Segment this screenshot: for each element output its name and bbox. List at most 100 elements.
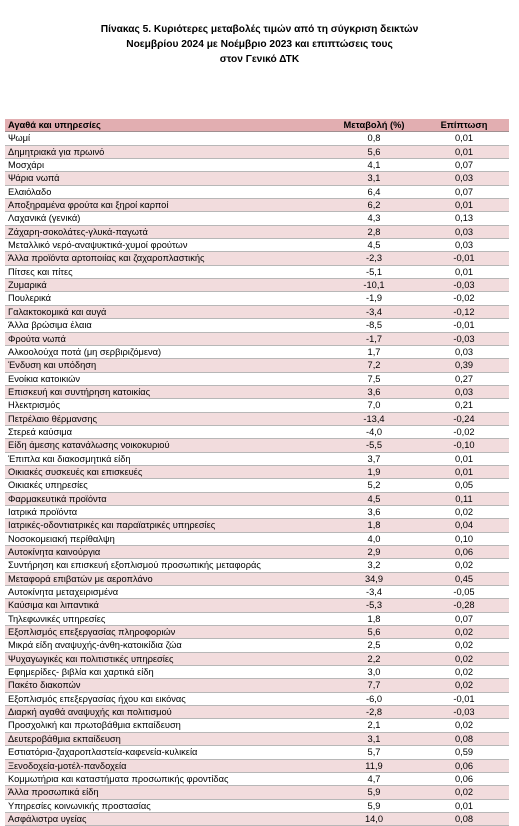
change-percent-cell: -3,4 bbox=[329, 585, 419, 600]
change-percent-cell: 4,3 bbox=[329, 211, 419, 226]
item-name-cell: Λαχανικά (γενικά) bbox=[5, 211, 329, 226]
change-percent-cell: 0,8 bbox=[329, 131, 419, 146]
impact-cell: -0,02 bbox=[419, 425, 509, 440]
impact-cell: 0,02 bbox=[419, 785, 509, 800]
item-name-cell: Ιατρικά προϊόντα bbox=[5, 505, 329, 520]
impact-cell: 0,02 bbox=[419, 505, 509, 520]
table-row: Διαρκή αγαθά αναψυχής και πολιτισμού -2,8… bbox=[5, 705, 509, 720]
impact-cell: 0,03 bbox=[419, 171, 509, 186]
change-percent-cell: 3,6 bbox=[329, 385, 419, 400]
change-percent-cell: 1,8 bbox=[329, 518, 419, 533]
impact-cell: 0,06 bbox=[419, 772, 509, 787]
table-row: Φρούτα νωπά -1,7 -0,03 bbox=[5, 332, 509, 346]
item-name-cell: Πετρέλαιο θέρμανσης bbox=[5, 412, 329, 426]
table-row: Ζάχαρη-σοκολάτες-γλυκά-παγωτά 2,8 0,03 bbox=[5, 225, 509, 240]
impact-cell: -0,03 bbox=[419, 332, 509, 346]
table-row: Υπηρεσίες κοινωνικής προστασίας 5,9 0,01 bbox=[5, 799, 509, 813]
table-row: Φαρμακευτικά προϊόντα 4,5 0,11 bbox=[5, 492, 509, 506]
item-name-cell: Ιατρικές-οδοντιατρικές και παραϊατρικές … bbox=[5, 518, 329, 533]
impact-cell: 0,02 bbox=[419, 558, 509, 573]
impact-cell: -0,24 bbox=[419, 412, 509, 426]
impact-cell: -0,28 bbox=[419, 598, 509, 613]
item-name-cell: Δευτεροβάθμια εκπαίδευση bbox=[5, 732, 329, 747]
item-name-cell: Έπιπλα και διακοσμητικά είδη bbox=[5, 452, 329, 466]
item-name-cell: Αποξηραμένα φρούτα και ξηροί καρποί bbox=[5, 198, 329, 213]
impact-cell: 0,02 bbox=[419, 718, 509, 733]
impact-cell: 0,21 bbox=[419, 398, 509, 413]
table-row: Ιατρικές-οδοντιατρικές και παραϊατρικές … bbox=[5, 518, 509, 533]
item-name-cell: Είδη άμεσης κατανάλωσης νοικοκυριού bbox=[5, 438, 329, 453]
change-percent-cell: 5,9 bbox=[329, 799, 419, 813]
table-row: Εξοπλισμός επεξεργασίας πληροφοριών 5,6 0,… bbox=[5, 625, 509, 640]
item-name-cell: Φαρμακευτικά προϊόντα bbox=[5, 492, 329, 506]
change-percent-cell: 5,9 bbox=[329, 785, 419, 800]
change-percent-cell: -5,1 bbox=[329, 265, 419, 280]
impact-cell: -0,03 bbox=[419, 278, 509, 293]
impact-cell: 0,27 bbox=[419, 372, 509, 386]
table-row: Συντήρηση και επισκευή εξοπλισμού προσωπ… bbox=[5, 558, 509, 573]
change-percent-cell: 6,4 bbox=[329, 185, 419, 200]
change-percent-cell: 7,2 bbox=[329, 358, 419, 373]
impact-cell: 0,01 bbox=[419, 131, 509, 146]
table-row: Μεταλλικό νερό-αναψυκτικά-χυμοί φρούτων 4… bbox=[5, 238, 509, 253]
table-row: Γαλακτοκομικά και αυγά -3,4 -0,12 bbox=[5, 305, 509, 320]
table-row: Είδη άμεσης κατανάλωσης νοικοκυριού -5,5-… bbox=[5, 438, 509, 453]
impact-cell: -0,02 bbox=[419, 291, 509, 306]
item-name-cell: Μεταφορά επιβατών με αεροπλάνο bbox=[5, 572, 329, 587]
table-row: Ηλεκτρισμός 7,0 0,21 bbox=[5, 398, 509, 413]
item-name-cell: Οικιακές υπηρεσίες bbox=[5, 478, 329, 493]
table-header-row: Αγαθά και υπηρεσίες Μεταβολή (%) Επίπτωσ… bbox=[5, 119, 509, 133]
price-changes-table-container: Αγαθά και υπηρεσίες Μεταβολή (%) Επίπτωσ… bbox=[5, 119, 509, 826]
change-percent-cell: 1,9 bbox=[329, 465, 419, 480]
table-row: Ξενοδοχεία-μοτέλ-πανδοχεία 11,9 0,06 bbox=[5, 759, 509, 773]
change-percent-cell: -2,8 bbox=[329, 705, 419, 720]
title-line-1: Πίνακας 5. Κυριότερες μεταβολές τιμών απ… bbox=[100, 24, 419, 35]
change-percent-cell: -6,0 bbox=[329, 692, 419, 707]
impact-cell: 0,08 bbox=[419, 812, 509, 826]
impact-cell: 0,02 bbox=[419, 678, 509, 693]
table-row: Αλκοολούχα ποτά (μη σερβιριζόμενα) 1,7 0,0… bbox=[5, 345, 509, 360]
impact-cell: 0,07 bbox=[419, 612, 509, 627]
table-row: Ενοίκια κατοικιών 7,5 0,27 bbox=[5, 372, 509, 386]
impact-cell: 0,08 bbox=[419, 732, 509, 747]
table-row: Ψυχαγωγικές και πολιτιστικές υπηρεσίες 2,… bbox=[5, 652, 509, 667]
table-row: Αποξηραμένα φρούτα και ξηροί καρποί 6,2 0,… bbox=[5, 198, 509, 213]
table-row: Μικρά είδη αναψυχής-άνθη-κατοικίδια ζώα 2… bbox=[5, 638, 509, 653]
change-percent-cell: 3,1 bbox=[329, 732, 419, 747]
table-row: Τηλεφωνικές υπηρεσίες 1,8 0,07 bbox=[5, 612, 509, 627]
impact-cell: 0,02 bbox=[419, 652, 509, 667]
change-percent-cell: -8,5 bbox=[329, 318, 419, 333]
table-row: Μεταφορά επιβατών με αεροπλάνο 34,9 0,45 bbox=[5, 572, 509, 587]
impact-cell: -0,03 bbox=[419, 705, 509, 720]
table-row: Εστιατόρια-ζαχαροπλαστεία-καφενεία-κυλικ… bbox=[5, 745, 509, 760]
item-name-cell: Ψωμί bbox=[5, 131, 329, 146]
impact-cell: 0,04 bbox=[419, 518, 509, 533]
change-percent-cell: 1,8 bbox=[329, 612, 419, 627]
change-percent-cell: 2,5 bbox=[329, 638, 419, 653]
item-name-cell: Ψάρια νωπά bbox=[5, 171, 329, 186]
table-row: Δευτεροβάθμια εκπαίδευση 3,1 0,08 bbox=[5, 732, 509, 747]
change-percent-cell: 2,9 bbox=[329, 545, 419, 560]
price-changes-table: Αγαθά και υπηρεσίες Μεταβολή (%) Επίπτωσ… bbox=[5, 119, 509, 826]
table-row: Λαχανικά (γενικά) 4,3 0,13 bbox=[5, 211, 509, 226]
item-name-cell: Άλλα βρώσιμα έλαια bbox=[5, 318, 329, 333]
impact-cell: 0,07 bbox=[419, 185, 509, 200]
table-row: Καύσιμα και λιπαντικά -5,3 -0,28 bbox=[5, 598, 509, 613]
item-name-cell: Επισκευή και συντήρηση κατοικίας bbox=[5, 385, 329, 400]
item-name-cell: Εφημερίδες- βιβλία και χαρτικά είδη bbox=[5, 665, 329, 680]
change-percent-cell: -2,3 bbox=[329, 251, 419, 266]
change-percent-cell: -4,0 bbox=[329, 425, 419, 440]
item-name-cell: Μεταλλικό νερό-αναψυκτικά-χυμοί φρούτων bbox=[5, 238, 329, 253]
impact-cell: -0,10 bbox=[419, 438, 509, 453]
item-name-cell: Καύσιμα και λιπαντικά bbox=[5, 598, 329, 613]
item-name-cell: Στερεά καύσιμα bbox=[5, 425, 329, 440]
table-row: Ένδυση και υπόδηση 7,2 0,39 bbox=[5, 358, 509, 373]
change-percent-cell: 2,2 bbox=[329, 652, 419, 667]
item-name-cell: Πίτσες και πίτες bbox=[5, 265, 329, 280]
change-percent-cell: 2,8 bbox=[329, 225, 419, 240]
change-percent-cell: 7,0 bbox=[329, 398, 419, 413]
item-name-cell: Δημητριακά για πρωινό bbox=[5, 145, 329, 160]
table-row: Στερεά καύσιμα -4,0 -0,02 bbox=[5, 425, 509, 440]
item-name-cell: Αλκοολούχα ποτά (μη σερβιριζόμενα) bbox=[5, 345, 329, 360]
item-name-cell: Φρούτα νωπά bbox=[5, 332, 329, 346]
